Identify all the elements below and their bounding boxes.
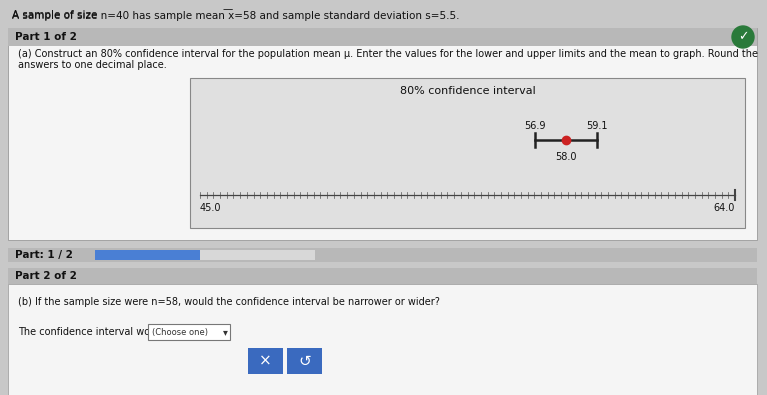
Bar	[248, 348, 283, 374]
Text: Part: 1 / 2: Part: 1 / 2	[15, 250, 73, 260]
Bar	[95, 250, 200, 260]
Text: Part 1 of 2: Part 1 of 2	[15, 32, 77, 42]
Text: (b) If the sample size were n=58, would the confidence interval be narrower or w: (b) If the sample size were n=58, would …	[18, 297, 440, 307]
Text: ✓: ✓	[738, 30, 749, 43]
Text: (a) Construct an 80% confidence interval for the population mean μ. Enter the va: (a) Construct an 80% confidence interval…	[18, 49, 758, 59]
Bar	[8, 284, 757, 395]
Text: A sample of size: A sample of size	[12, 10, 100, 20]
Text: ↺: ↺	[298, 354, 311, 369]
Bar	[200, 250, 315, 260]
Bar	[8, 268, 757, 284]
Bar	[8, 28, 757, 46]
Text: 80% confidence interval: 80% confidence interval	[400, 86, 535, 96]
Text: ×: ×	[259, 354, 272, 369]
Text: answers to one decimal place.: answers to one decimal place.	[18, 60, 166, 70]
Text: The confidence interval would be: The confidence interval would be	[18, 327, 180, 337]
Text: ▾: ▾	[222, 327, 228, 337]
Bar	[8, 248, 757, 262]
Text: 59.1: 59.1	[586, 121, 607, 131]
Text: 64.0: 64.0	[713, 203, 735, 213]
Text: 56.9: 56.9	[525, 121, 546, 131]
Text: 58.0: 58.0	[555, 152, 577, 162]
Text: 45.0: 45.0	[200, 203, 222, 213]
Bar	[148, 324, 230, 340]
Circle shape	[732, 26, 754, 48]
Bar	[287, 348, 322, 374]
Text: Part 2 of 2: Part 2 of 2	[15, 271, 77, 281]
Bar	[8, 28, 757, 240]
Text: (Choose one): (Choose one)	[152, 327, 208, 337]
Text: A sample of size n=40 has sample mean ͞x=58 and sample standard deviation s=5.5.: A sample of size n=40 has sample mean ͞x…	[12, 9, 459, 21]
Bar	[190, 78, 745, 228]
